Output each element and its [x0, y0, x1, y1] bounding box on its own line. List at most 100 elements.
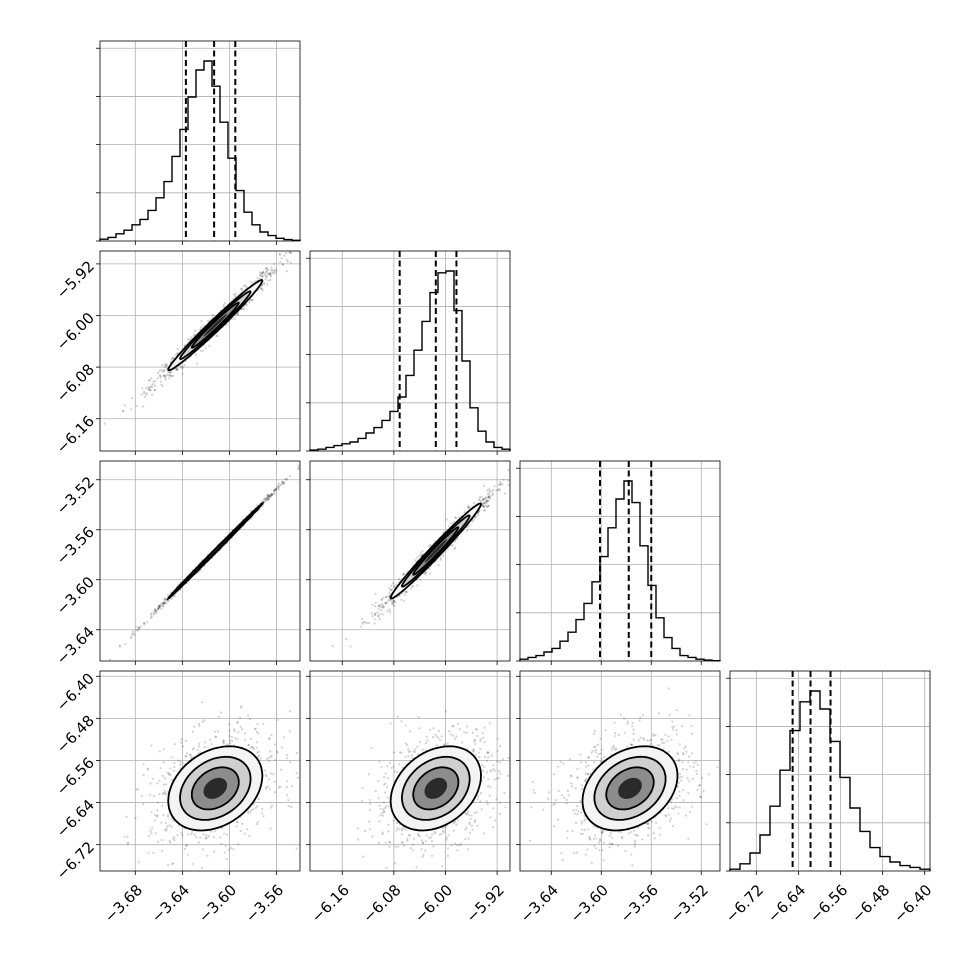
scatter-point [493, 778, 496, 781]
scatter-point [666, 740, 669, 743]
scatter-point [163, 597, 166, 601]
scatter-point [162, 374, 165, 378]
scatter-point [269, 275, 272, 278]
scatter-point [270, 269, 273, 272]
scatter-point [189, 753, 192, 757]
scatter-point [143, 395, 146, 399]
scatter-point [623, 731, 626, 734]
scatter-point [174, 368, 177, 371]
scatter-point [233, 295, 237, 298]
scatter-point [402, 572, 405, 576]
scatter-point [142, 622, 145, 625]
scatter-point [261, 274, 264, 277]
scatter-point [138, 626, 141, 630]
scatter-point [405, 590, 408, 593]
scatter-point [663, 741, 666, 744]
scatter-point [279, 768, 283, 771]
scatter-point [483, 755, 486, 759]
scatter-point [592, 825, 595, 828]
scatter-point [170, 374, 173, 378]
scatter-point [393, 770, 396, 773]
scatter-point [406, 839, 409, 842]
scatter-point [132, 630, 135, 633]
x-tick-label: −3.60 [195, 881, 240, 926]
scatter-point [465, 731, 468, 734]
scatter-point [502, 478, 505, 481]
scatter-point [349, 645, 352, 648]
histogram-step-line [99, 60, 301, 241]
scatter-point [270, 772, 273, 775]
scatter-point [195, 836, 198, 839]
scatter-point [173, 761, 176, 765]
scatter-point [265, 267, 268, 271]
scatter-point [580, 822, 584, 825]
scatter-point [658, 833, 662, 836]
scatter-point [481, 499, 484, 502]
scatter-point [261, 287, 264, 290]
scatter-point [269, 494, 272, 497]
scatter-point [579, 800, 582, 803]
scatter-point [179, 763, 182, 767]
scatter-point [166, 599, 169, 602]
scatter-point [418, 554, 421, 558]
scatter-point [694, 760, 698, 763]
scatter-point [467, 837, 470, 840]
y-tick-label: −6.00 [53, 309, 98, 354]
scatter-point [164, 821, 167, 825]
scatter-point [148, 379, 151, 382]
scatter-point [169, 371, 172, 374]
scatter-point [392, 585, 395, 588]
scatter-point [384, 772, 387, 775]
scatter-point [450, 844, 453, 847]
scatter-point [225, 857, 228, 861]
scatter-point [451, 544, 454, 547]
scatter-point [142, 763, 145, 766]
scatter-point [152, 611, 155, 614]
scatter-point [587, 764, 590, 767]
scatter-point [381, 598, 384, 601]
scatter-point [183, 344, 186, 347]
scatter-point [168, 373, 172, 377]
scatter-point [161, 364, 164, 367]
scatter-point [469, 818, 472, 821]
scatter-point [570, 785, 574, 788]
scatter-point [215, 334, 218, 337]
scatter-point [236, 312, 239, 316]
scatter-point [413, 750, 416, 754]
scatter-point [242, 307, 246, 311]
scatter-point [197, 722, 201, 725]
scatter-point [167, 374, 170, 377]
scatter-point [682, 788, 685, 792]
scatter-point [209, 830, 213, 833]
scatter-point [240, 287, 243, 290]
scatter-point [197, 841, 200, 844]
scatter-point [225, 833, 229, 836]
scatter-point [463, 510, 466, 514]
scatter-point [152, 382, 155, 385]
scatter-point [268, 496, 271, 499]
scatter-point [407, 755, 410, 758]
scatter-point [492, 807, 495, 810]
scatter-point [272, 490, 275, 493]
scatter-point [147, 379, 151, 382]
scatter-point [158, 606, 161, 609]
scatter-point [162, 601, 165, 604]
scatter-point [184, 739, 188, 743]
scatter-point [207, 834, 211, 838]
scatter-point [228, 734, 231, 738]
scatter-point [392, 599, 395, 602]
scatter-point [598, 849, 601, 852]
scatter-point [280, 257, 283, 260]
x-tick-label: −3.68 [101, 881, 146, 926]
scatter-point [219, 836, 222, 839]
scatter-point [284, 478, 287, 481]
scatter-point [153, 608, 156, 611]
scatter-point [145, 392, 148, 395]
scatter-point [161, 849, 164, 852]
scatter-point [171, 356, 174, 359]
scatter-point [441, 829, 444, 833]
scatter-point [402, 572, 406, 576]
scatter-point [483, 832, 486, 835]
scatter-point [392, 603, 395, 606]
scatter-point [677, 812, 680, 815]
